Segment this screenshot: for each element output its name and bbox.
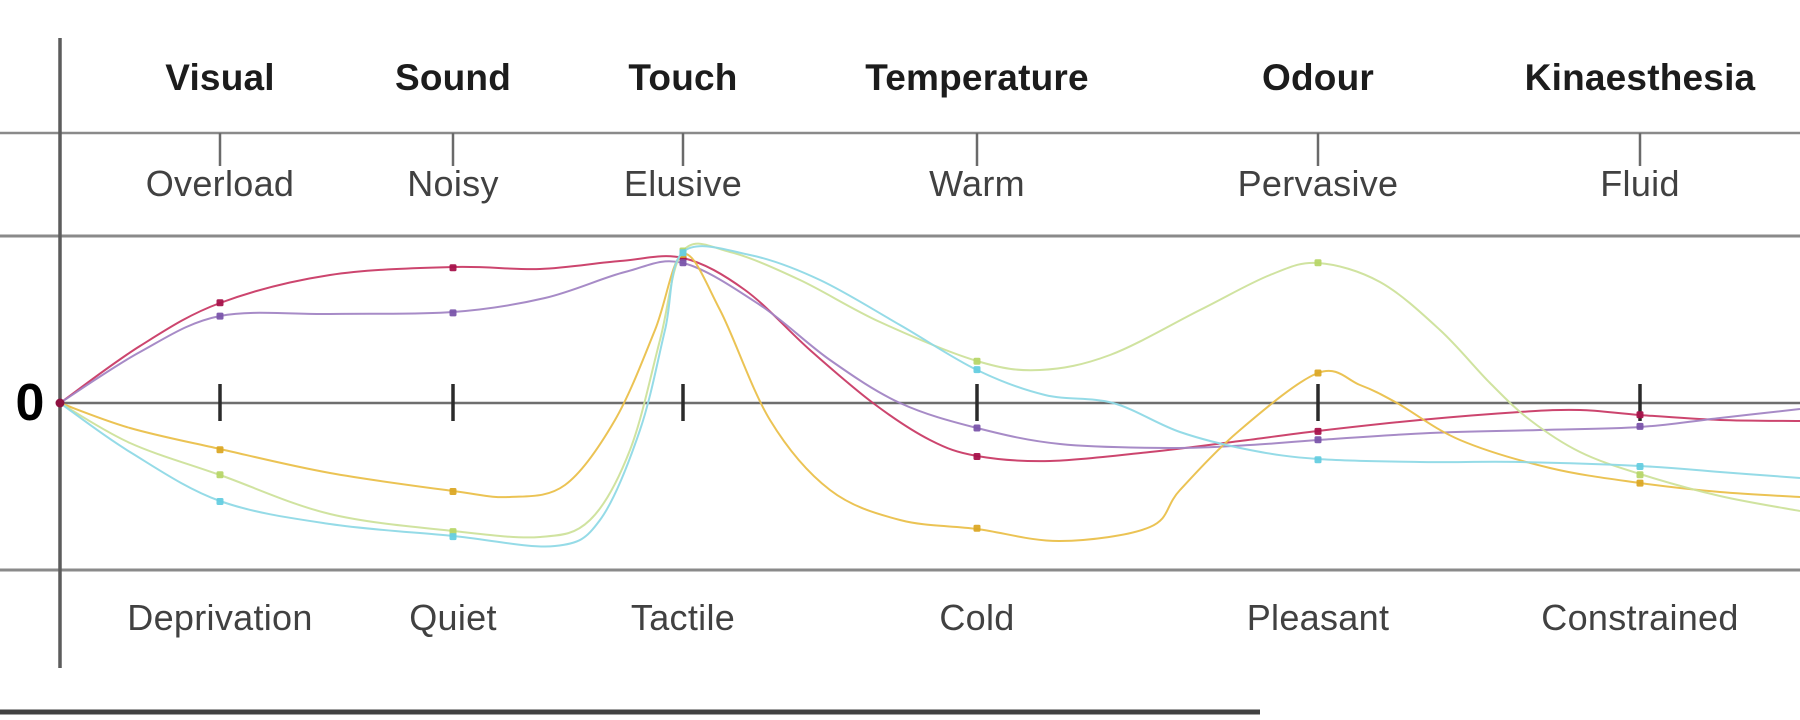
origin-dot: [55, 398, 65, 408]
zero-axis-label: 0: [15, 374, 45, 432]
series-marker-purple-3: [973, 424, 981, 432]
series-marker-green-3: [973, 357, 981, 365]
pole-positive-fluid: Fluid: [1600, 163, 1680, 204]
pole-negative-pleasant: Pleasant: [1246, 597, 1390, 638]
category-header-sound: Sound: [394, 57, 512, 98]
series-marker-cyan-5: [1636, 462, 1644, 470]
series-marker-crimson-3: [973, 452, 981, 460]
pole-positive-elusive: Elusive: [623, 163, 743, 204]
category-header-visual: Visual: [165, 57, 275, 98]
series-marker-cyan-2: [679, 249, 687, 257]
series-line-purple: [59, 260, 1800, 450]
series-marker-crimson-1: [449, 264, 457, 272]
series-marker-green-0: [216, 471, 224, 479]
pole-negative-constrained: Constrained: [1541, 597, 1739, 638]
pole-negative-deprivation: Deprivation: [127, 597, 313, 638]
series-marker-yellow-4: [1314, 369, 1322, 377]
series-marker-purple-0: [216, 312, 224, 320]
pole-positive-pervasive: Pervasive: [1237, 163, 1399, 204]
series-marker-crimson-0: [216, 299, 224, 307]
series-marker-crimson-5: [1636, 411, 1644, 419]
series-line-yellow: [59, 252, 1800, 543]
series-marker-purple-5: [1636, 422, 1644, 430]
category-header-touch: Touch: [628, 57, 738, 98]
series-marker-yellow-0: [216, 446, 224, 454]
series-marker-yellow-1: [449, 488, 457, 496]
pole-positive-noisy: Noisy: [407, 163, 499, 204]
series-marker-cyan-4: [1314, 456, 1322, 464]
series-marker-cyan-3: [973, 366, 981, 374]
series-marker-yellow-3: [973, 524, 981, 532]
pole-negative-cold: Cold: [939, 597, 1015, 638]
pole-positive-overload: Overload: [145, 163, 295, 204]
pole-negative-quiet: Quiet: [409, 597, 497, 638]
category-header-kinaesthesia: Kinaesthesia: [1524, 57, 1756, 98]
series-line-cyan: [59, 245, 1800, 548]
series-marker-green-5: [1636, 471, 1644, 479]
series-line-green: [59, 242, 1800, 539]
series-marker-yellow-5: [1636, 479, 1644, 487]
series-marker-purple-1: [449, 309, 457, 317]
series-marker-cyan-0: [216, 498, 224, 506]
series-marker-cyan-1: [449, 533, 457, 541]
series-marker-crimson-4: [1314, 427, 1322, 435]
series-marker-purple-2: [679, 259, 687, 267]
category-header-odour: Odour: [1262, 57, 1374, 98]
pole-negative-tactile: Tactile: [630, 597, 736, 638]
series-marker-green-4: [1314, 259, 1322, 267]
category-header-temperature: Temperature: [865, 57, 1089, 98]
series-marker-purple-4: [1314, 436, 1322, 444]
pole-positive-warm: Warm: [929, 163, 1025, 204]
